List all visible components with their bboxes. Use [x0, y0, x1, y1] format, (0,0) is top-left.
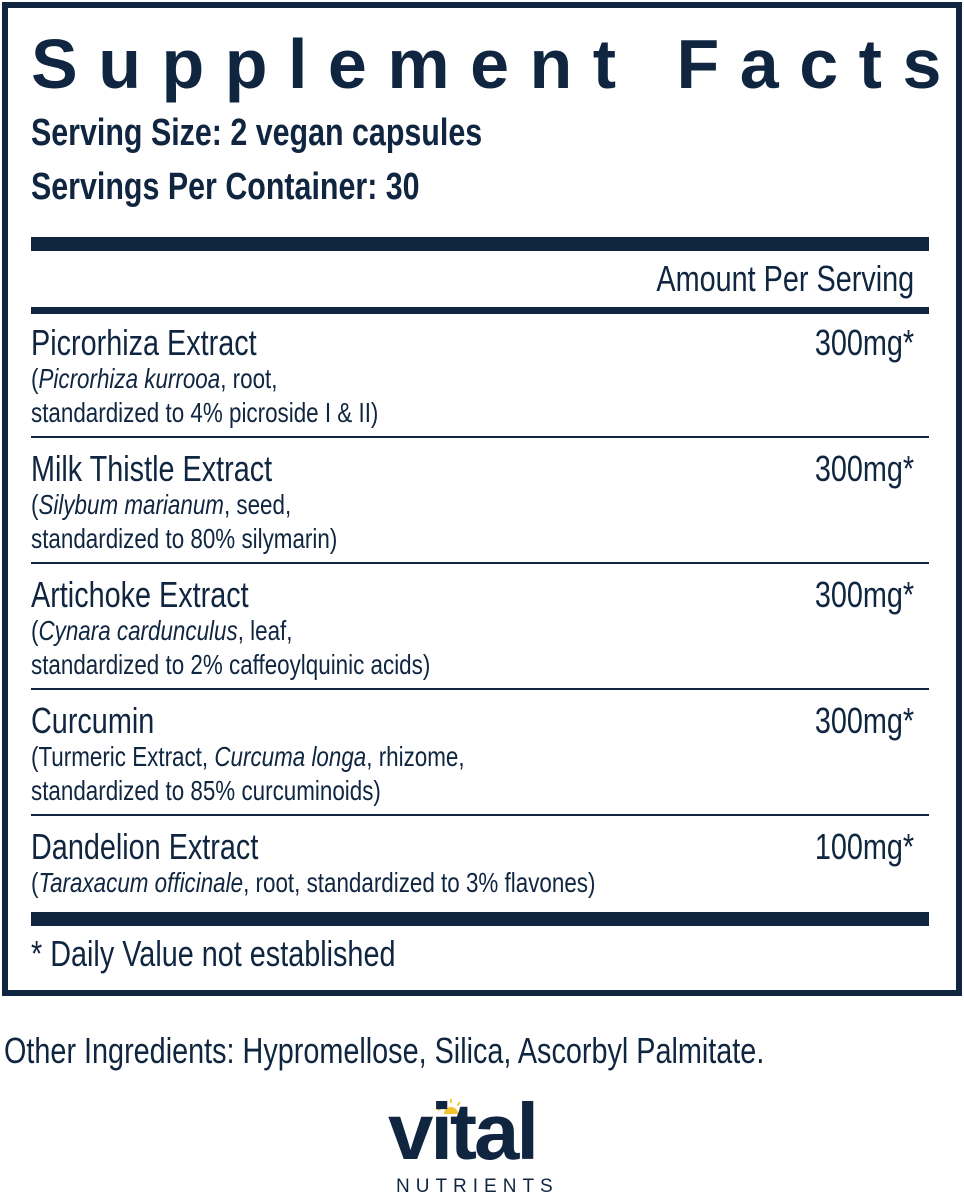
ingredient-amount: 300mg*: [814, 448, 914, 489]
row-divider: [31, 688, 929, 690]
ingredient-desc-line2: standardized to 85% curcuminoids): [31, 775, 381, 806]
row-divider: [31, 436, 929, 438]
ingredient-amount: 100mg*: [814, 826, 914, 867]
header-divider: [31, 307, 929, 314]
sun-icon: [436, 1099, 466, 1114]
daily-value-footnote: * Daily Value not established: [31, 933, 396, 974]
ingredient-desc-line2: standardized to 80% silymarin): [31, 523, 338, 554]
thick-divider-top: [31, 237, 929, 251]
ingredient-amount: 300mg*: [814, 322, 914, 363]
brand-tagline: NUTRIENTS: [396, 1176, 559, 1197]
ingredient-name: Milk Thistle Extract: [31, 448, 273, 489]
row-divider: [31, 562, 929, 564]
ingredient-name: Curcumin: [31, 700, 155, 741]
ingredient-amount: 300mg*: [814, 700, 914, 741]
brand-name: vital: [388, 1087, 539, 1176]
ingredient-desc-line2: standardized to 2% caffeoylquinic acids): [31, 649, 431, 680]
panel-title: Supplement Facts: [31, 25, 962, 103]
ingredient-name: Dandelion Extract: [31, 826, 259, 867]
amount-per-serving-header: Amount Per Serving: [656, 258, 914, 299]
servings-per-container: Servings Per Container: 30: [31, 166, 420, 208]
ingredient-name: Picrorhiza Extract: [31, 322, 257, 363]
serving-size: Serving Size: 2 vegan capsules: [31, 112, 483, 154]
ingredient-desc-line1: (Turmeric Extract, Curcuma longa, rhizom…: [31, 741, 465, 772]
ingredient-name: Artichoke Extract: [31, 574, 249, 615]
ingredient-desc-line1: (Picrorhiza kurrooa, root,: [31, 363, 278, 394]
ingredient-desc-line1: (Taraxacum officinale, root, standardize…: [31, 867, 596, 898]
ingredient-amount: 300mg*: [814, 574, 914, 615]
row-divider: [31, 814, 929, 816]
supplement-facts-panel: [2, 2, 962, 996]
thick-divider-bottom: [31, 912, 929, 926]
other-ingredients: Other Ingredients: Hypromellose, Silica,…: [4, 1030, 765, 1071]
ingredient-desc-line1: (Cynara cardunculus, leaf,: [31, 615, 293, 646]
ingredient-desc-line1: (Silybum marianum, seed,: [31, 489, 292, 520]
ingredient-desc-line2: standardized to 4% picroside I & II): [31, 397, 379, 428]
brand-logo: vital NUTRIENTS: [388, 1092, 578, 1198]
